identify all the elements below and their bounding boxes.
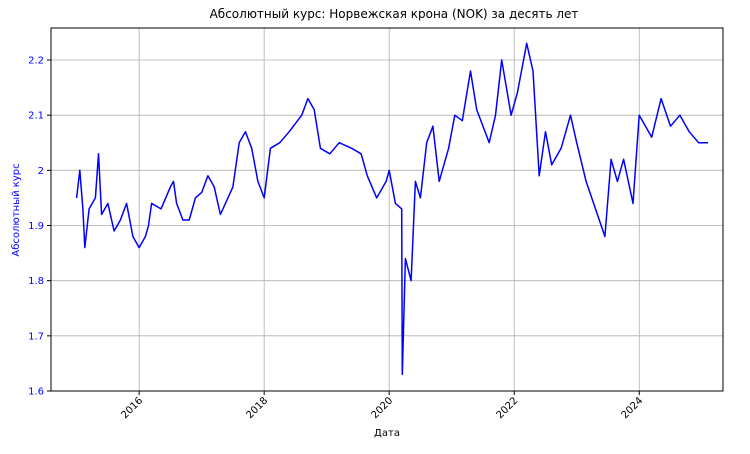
y-axis-label: Абсолютный курс <box>11 163 22 256</box>
x-tick-label: 2020 <box>370 395 396 421</box>
x-tick-label: 2016 <box>119 395 145 421</box>
y-tick-label: 2.2 <box>28 55 44 66</box>
y-tick-label: 1.6 <box>28 387 44 398</box>
x-tick-label: 2018 <box>245 395 271 421</box>
y-tick-label: 1.9 <box>28 221 44 232</box>
x-tick-label: 2022 <box>495 395 521 421</box>
y-tick-label: 1.7 <box>28 331 44 342</box>
plot-frame <box>50 27 724 392</box>
x-axis-label: Дата <box>374 428 400 439</box>
y-tick-label: 2.1 <box>28 111 44 122</box>
x-tick-label: 2024 <box>620 395 646 421</box>
data-line <box>75 42 708 376</box>
y-tick-label: 1.8 <box>28 276 44 287</box>
y-tick-label: 2 <box>38 166 44 177</box>
chart-title: Абсолютный курс: Норвежская крона (NOK) … <box>210 7 579 21</box>
